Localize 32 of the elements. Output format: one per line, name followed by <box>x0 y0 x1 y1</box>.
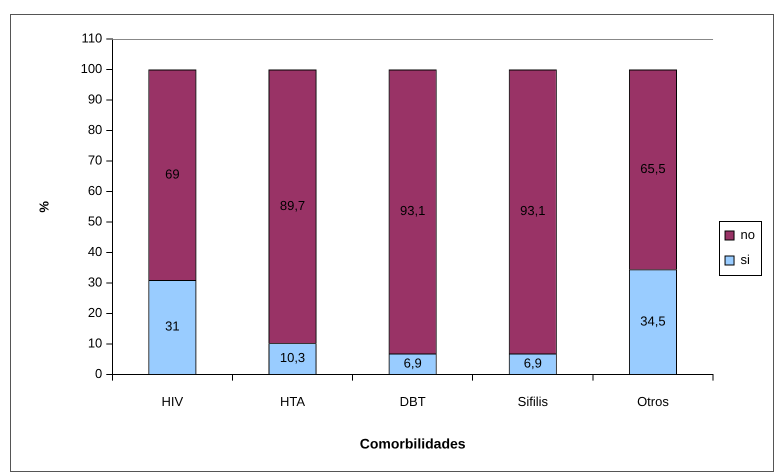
y-tick-label: 60 <box>88 183 102 198</box>
data-label: 34,5 <box>640 313 666 328</box>
y-tick-label: 100 <box>80 61 102 76</box>
y-tick-label: 10 <box>88 336 102 351</box>
y-tick-label: 50 <box>88 214 102 229</box>
y-tick-label: 0 <box>95 366 102 382</box>
x-tick-label: HTA <box>280 394 306 409</box>
y-axis-title: % <box>36 200 52 213</box>
y-tick-label: 20 <box>88 305 102 320</box>
x-tick-label: HIV <box>162 394 184 409</box>
data-label: 10,3 <box>280 350 306 366</box>
x-tick-label: Sifilis <box>518 394 548 409</box>
data-label: 31 <box>165 318 180 334</box>
x-tick-label: DBT <box>400 394 426 409</box>
y-tick-label: 70 <box>88 152 102 168</box>
y-tick-label: 40 <box>88 244 102 260</box>
y-tick-label: 110 <box>82 30 102 46</box>
data-label: 93,1 <box>520 203 546 218</box>
y-tick-label: 90 <box>88 92 102 107</box>
data-label: 69 <box>165 166 180 182</box>
y-tick-label: 80 <box>88 122 102 138</box>
data-label: 93,1 <box>400 203 426 218</box>
data-label: 65,5 <box>640 161 666 176</box>
x-tick-label: Otros <box>637 394 670 409</box>
legend-label: no <box>740 227 756 242</box>
y-tick-label: 30 <box>88 274 102 290</box>
data-label: 89,7 <box>280 198 306 213</box>
data-label: 6,9 <box>524 355 542 370</box>
chart-frame: Comorbilidades % no si HIV HTA DBT Sifilis Otros 0 10 20 30 40 50 60 70 80 90 100 110 31 10,3 6,9 6,9 34,5 69 89,7 93,1 93,1 65,5 <box>10 14 774 472</box>
legend-label: si <box>740 252 750 268</box>
x-axis-title: Comorbilidades <box>360 435 466 452</box>
data-label: 6,9 <box>404 355 422 370</box>
